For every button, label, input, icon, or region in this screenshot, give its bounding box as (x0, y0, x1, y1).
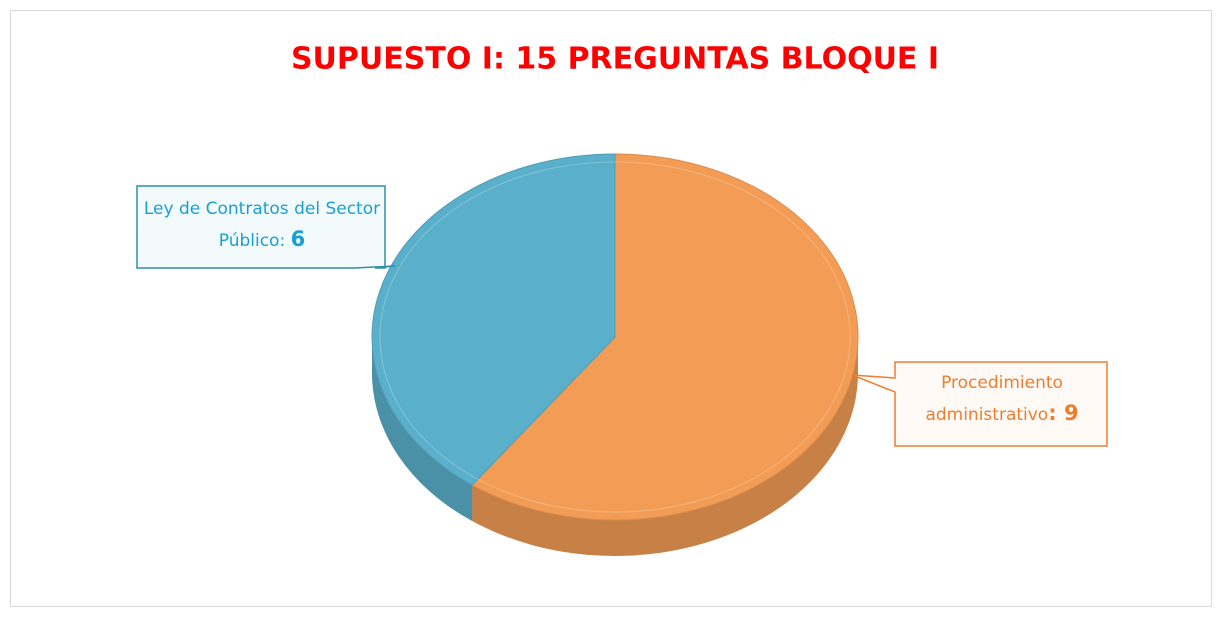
label-value: 9 (1063, 401, 1079, 425)
pie (371, 153, 859, 556)
label-value: 6 (290, 227, 306, 251)
label-category: Ley de Contratos del Sector Público (143, 199, 381, 251)
callout-box (136, 185, 396, 269)
label-category: Procedimiento administrativo (925, 373, 1063, 425)
slice-side (472, 337, 858, 556)
slice (371, 153, 616, 486)
callout-box (851, 361, 1108, 447)
slice-side (372, 337, 473, 522)
pie-highlight (379, 161, 851, 513)
data-label: Ley de Contratos del Sector Público: 6 (139, 194, 385, 256)
slice (471, 153, 859, 521)
label-separator: : (1048, 401, 1064, 425)
label-separator: : (279, 231, 291, 251)
data-label: Procedimiento administrativo: 9 (897, 368, 1107, 430)
chart-title: SUPUESTO I: 15 PREGUNTAS BLOQUE I (291, 42, 939, 77)
